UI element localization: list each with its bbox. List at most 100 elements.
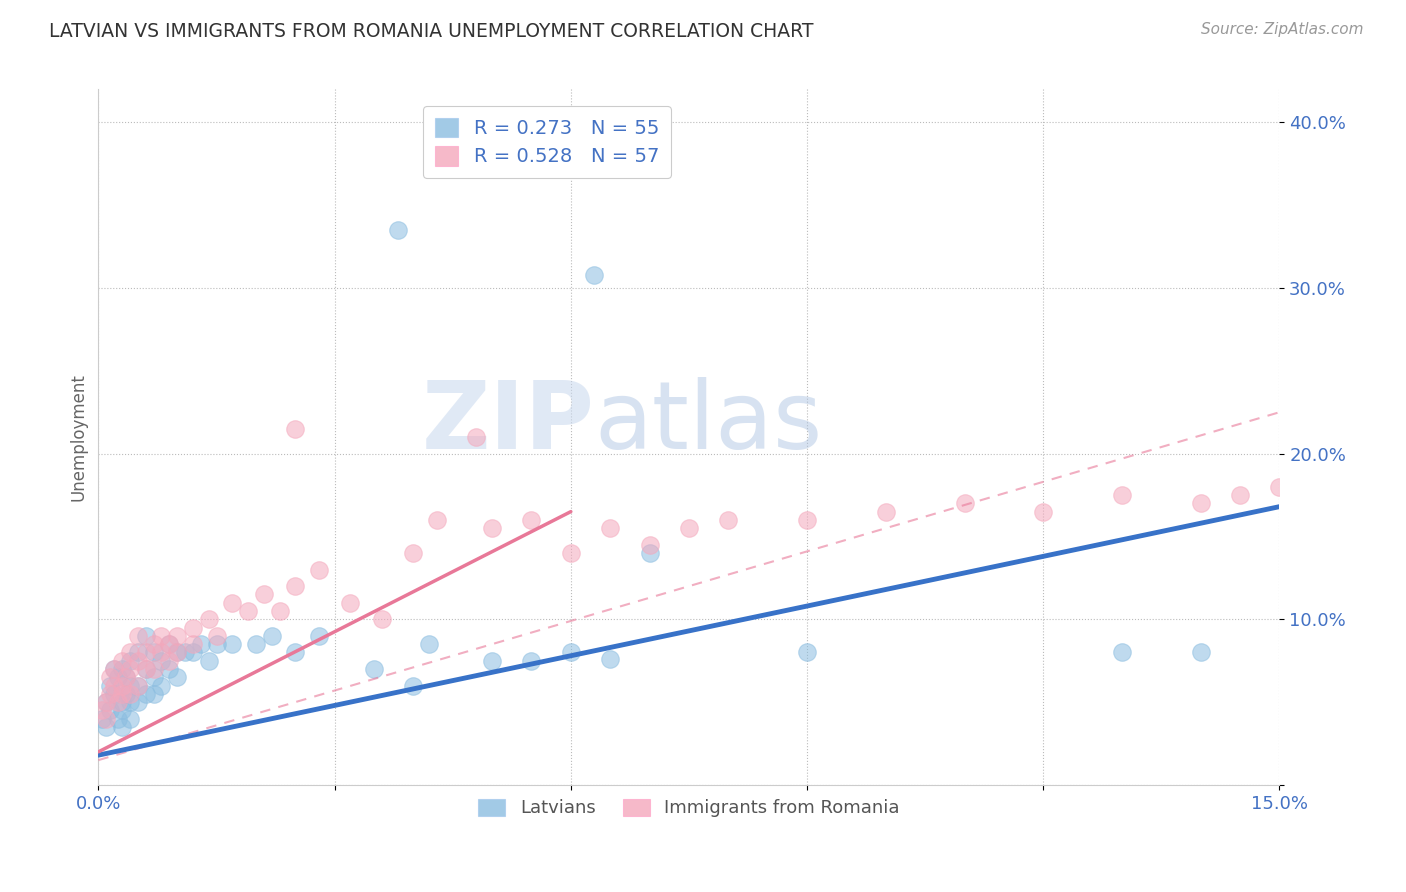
Point [96,695,118,709]
Point [221,596,243,610]
Point [127,679,149,693]
Point [520,654,543,668]
Point [481,654,503,668]
Point [520,513,543,527]
Point [796,513,818,527]
Point [118,712,141,726]
Point [96,712,118,726]
Point [135,662,157,676]
Point [796,645,818,659]
Point [166,670,188,684]
Point [98,670,121,684]
Point [308,563,330,577]
Point [599,521,621,535]
Point [269,604,291,618]
Point [98,703,121,717]
Point [174,645,197,659]
Point [111,679,134,693]
Point [953,496,976,510]
Point [150,679,173,693]
Point [127,695,149,709]
Point [118,654,141,668]
Point [135,629,157,643]
Point [115,670,138,684]
Point [1189,645,1212,659]
Point [118,679,141,693]
Point [96,720,118,734]
Point [118,645,141,659]
Point [638,546,661,560]
Point [111,662,134,676]
Point [426,513,449,527]
Point [98,679,121,693]
Point [245,637,267,651]
Point [127,645,149,659]
Point [103,679,125,693]
Point [111,720,134,734]
Point [103,662,125,676]
Point [308,629,330,643]
Point [135,687,157,701]
Point [166,645,188,659]
Point [678,521,700,535]
Point [111,654,134,668]
Point [402,679,425,693]
Point [560,546,582,560]
Point [221,637,243,651]
Point [127,654,149,668]
Point [181,621,204,635]
Point [107,670,129,684]
Y-axis label: Unemployment: Unemployment [69,373,87,501]
Point [135,645,157,659]
Text: LATVIAN VS IMMIGRANTS FROM ROMANIA UNEMPLOYMENT CORRELATION CHART: LATVIAN VS IMMIGRANTS FROM ROMANIA UNEMP… [49,22,814,41]
Point [166,629,188,643]
Point [236,604,259,618]
Point [197,612,219,626]
Point [142,645,165,659]
Point [135,662,157,676]
Text: ZIP: ZIP [422,377,595,469]
Point [1111,645,1133,659]
Point [107,712,129,726]
Point [465,430,488,444]
Point [402,546,425,560]
Point [599,652,621,666]
Point [142,662,165,676]
Point [96,695,118,709]
Point [339,596,361,610]
Point [142,687,165,701]
Point [190,637,212,651]
Text: atlas: atlas [595,377,823,469]
Point [111,695,134,709]
Point [157,637,180,651]
Point [560,645,582,659]
Point [127,629,149,643]
Text: Source: ZipAtlas.com: Source: ZipAtlas.com [1201,22,1364,37]
Point [150,654,173,668]
Point [118,662,141,676]
Point [371,612,394,626]
Point [150,629,173,643]
Point [1268,480,1291,494]
Point [115,687,138,701]
Point [142,637,165,651]
Point [103,687,125,701]
Point [127,679,149,693]
Point [91,703,114,717]
Point [205,637,228,651]
Point [157,654,180,668]
Point [118,687,141,701]
Point [118,695,141,709]
Point [205,629,228,643]
Point [284,645,307,659]
Point [260,629,283,643]
Point [638,538,661,552]
Point [166,645,188,659]
Point [157,662,180,676]
Legend: Latvians, Immigrants from Romania: Latvians, Immigrants from Romania [471,791,907,824]
Point [111,687,134,701]
Point [717,513,740,527]
Point [1229,488,1251,502]
Point [875,505,897,519]
Point [142,670,165,684]
